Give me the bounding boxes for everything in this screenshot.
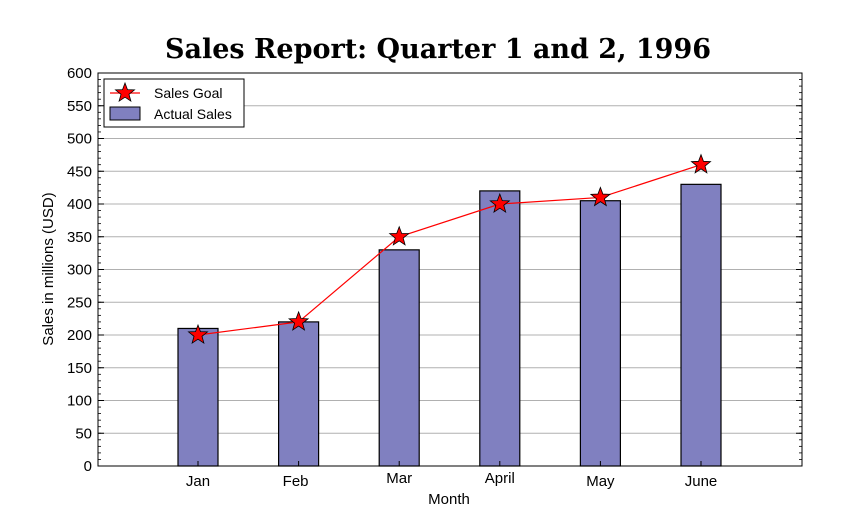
- y-axis-label: Sales in millions (USD): [40, 192, 57, 345]
- y-tick-label: 50: [75, 425, 92, 442]
- y-tick-label: 0: [84, 458, 92, 475]
- y-axis: 0 50 100 150 200 250 300 350 400 450 500 550 600: [67, 65, 802, 475]
- legend: Sales Goal Actual Sales: [103, 78, 245, 128]
- x-axis-label: Month: [428, 491, 470, 508]
- x-tick-label: Mar: [386, 470, 412, 487]
- y-tick-label: 600: [67, 65, 92, 82]
- goal-star-marker: [690, 153, 712, 174]
- goal-star-marker: [187, 323, 209, 345]
- chart-title: Sales Report: Quarter 1 and 2, 1996: [165, 34, 711, 65]
- y-tick-label: 100: [67, 393, 92, 410]
- y-tick-label: 200: [67, 327, 92, 344]
- bar-actual-sales: [579, 200, 622, 467]
- y-tick-label: 500: [67, 131, 92, 148]
- goal-star-marker: [589, 186, 611, 207]
- y-tick-label: 350: [67, 229, 92, 246]
- x-tick-label: June: [685, 473, 718, 490]
- goal-line: [197, 164, 702, 336]
- x-axis: Jan Feb Mar April May June: [186, 461, 717, 490]
- goal-star-marker: [288, 310, 310, 331]
- y-tick-label: 250: [67, 294, 92, 311]
- x-tick-label: Jan: [186, 473, 210, 490]
- x-tick-label: Feb: [283, 473, 309, 490]
- y-tick-label: 300: [67, 262, 92, 279]
- bar-actual-sales: [680, 183, 722, 467]
- bar-actual-sales: [278, 321, 320, 467]
- y-tick-label: 550: [67, 98, 92, 115]
- sales-goal-series: [187, 153, 712, 345]
- y-tick-label: 450: [67, 163, 92, 180]
- goal-star-marker: [489, 192, 511, 214]
- bar-actual-sales: [378, 249, 420, 467]
- x-tick-label: April: [485, 470, 515, 487]
- y-tick-label: 150: [67, 360, 92, 377]
- legend-actual-swatch: [109, 106, 141, 121]
- legend-goal-label: Sales Goal: [154, 85, 222, 101]
- goal-star-marker: [388, 225, 410, 246]
- legend-goal-star-icon: [114, 81, 136, 103]
- y-tick-label: 400: [67, 196, 92, 213]
- x-tick-label: May: [586, 473, 615, 490]
- bar-actual-sales: [177, 327, 219, 467]
- legend-actual-label: Actual Sales: [154, 106, 232, 122]
- bars-group: [177, 183, 722, 467]
- bar-actual-sales: [479, 190, 521, 467]
